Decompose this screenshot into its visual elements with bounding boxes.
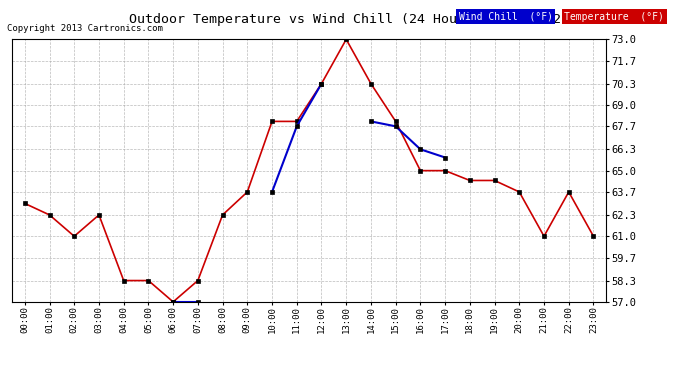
Text: Copyright 2013 Cartronics.com: Copyright 2013 Cartronics.com <box>7 24 163 33</box>
Text: Temperature  (°F): Temperature (°F) <box>564 12 664 22</box>
Text: Wind Chill  (°F): Wind Chill (°F) <box>459 12 553 22</box>
Text: Outdoor Temperature vs Wind Chill (24 Hours)  20130702: Outdoor Temperature vs Wind Chill (24 Ho… <box>129 13 561 26</box>
